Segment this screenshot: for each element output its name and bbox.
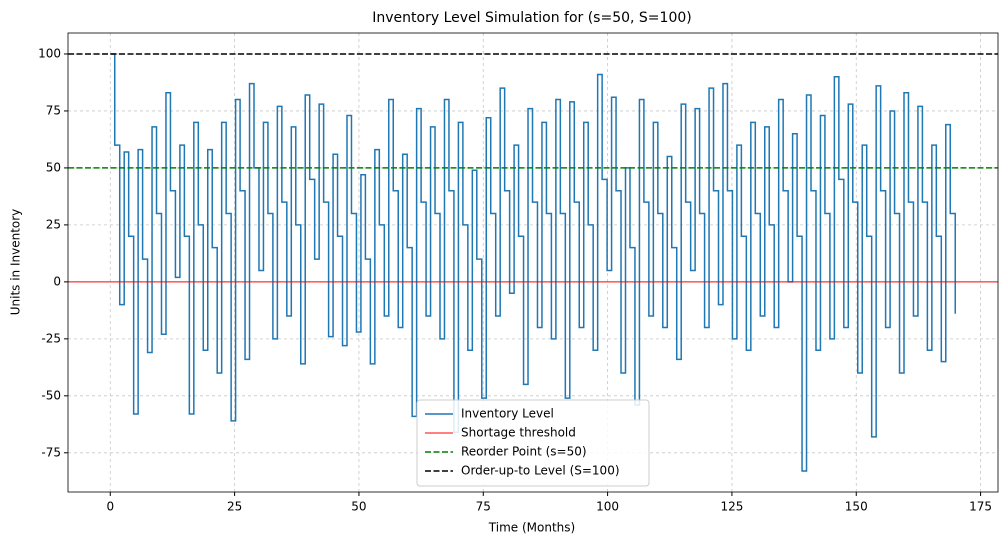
y-tick-label: -25 [41,331,61,345]
x-tick-label: 0 [106,500,114,514]
x-tick-label: 75 [476,500,491,514]
chart-title: Inventory Level Simulation for (s=50, S=… [372,10,691,26]
x-tick-label: 25 [227,500,242,514]
y-axis-label: Units in Inventory [9,209,23,316]
legend-label: Reorder Point (s=50) [461,445,587,459]
y-tick-label: 50 [46,160,61,174]
x-tick-label: 150 [845,500,868,514]
y-tick-label: -75 [41,445,61,459]
y-tick-label: 25 [46,217,61,231]
legend-label: Inventory Level [461,407,554,421]
y-tick-label: 0 [53,274,61,288]
legend: Inventory Level Shortage threshold Reorder… [416,399,650,487]
x-tick-label: 175 [969,500,992,514]
y-tick-label: 75 [46,103,61,117]
plot-frame [67,32,999,493]
x-tick-label: 100 [596,500,619,514]
legend-label: Order-up-to Level (S=100) [461,464,620,478]
line-series [110,53,956,472]
legend-box [416,399,650,487]
legend-label: Shortage threshold [461,426,576,440]
x-tick-label: 125 [720,500,743,514]
y-tick-label: -50 [41,388,61,402]
x-axis-label: Time (Months) [488,521,575,535]
x-tick-label: 50 [351,500,366,514]
y-tick-label: 100 [38,46,61,60]
